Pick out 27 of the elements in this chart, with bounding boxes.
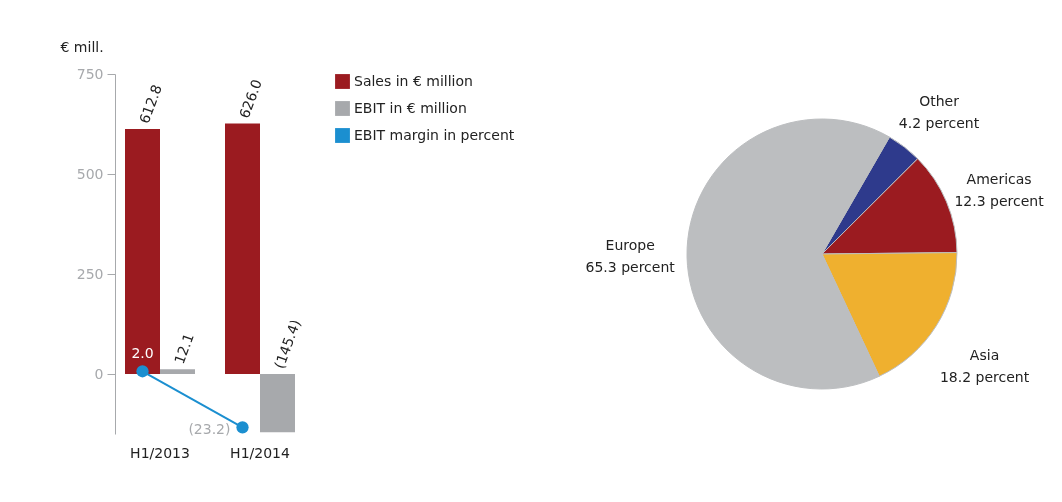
data-label: 4.2 percent <box>898 114 980 131</box>
x-tick-label: H1/2013 <box>130 444 190 461</box>
legend-label: EBIT in € million <box>354 99 467 116</box>
slice-label: Europe <box>605 236 655 253</box>
y-tick-label: 0 <box>94 365 104 382</box>
y-tick-label: 750 <box>76 65 104 82</box>
bar <box>225 123 260 374</box>
data-label: 626.0 <box>236 77 265 121</box>
y-tick-label: 250 <box>76 265 104 282</box>
legend-label: EBIT margin in percent <box>354 126 515 143</box>
data-label: 12.1 <box>171 331 197 366</box>
data-label: 612.8 <box>136 82 165 126</box>
data-label: 12.3 percent <box>954 192 1045 209</box>
slice-label: Asia <box>969 347 1000 364</box>
bar <box>125 128 160 374</box>
bar <box>260 374 295 433</box>
x-tick-label: H1/2014 <box>230 444 290 461</box>
y-axis-title: € mill. <box>60 38 104 55</box>
slice-label: Other <box>919 92 960 109</box>
data-label: 18.2 percent <box>939 369 1030 386</box>
data-label: 65.3 percent <box>585 258 676 275</box>
legend-label: Sales in € million <box>354 72 473 89</box>
slice-label: Americas <box>966 170 1032 187</box>
data-label: 2.0 <box>131 345 154 362</box>
bar <box>160 369 195 374</box>
y-tick-label: 500 <box>76 165 104 182</box>
data-label: (23.2) <box>188 421 231 438</box>
